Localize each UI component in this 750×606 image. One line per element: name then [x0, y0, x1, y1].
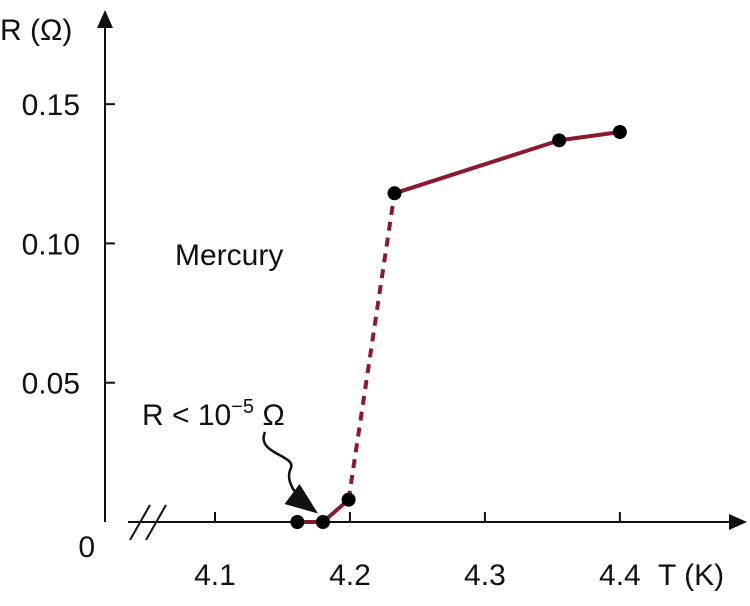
x-tick-label: 4.3 [464, 559, 506, 592]
line-segment [393, 138, 560, 196]
data-point [552, 133, 567, 148]
annotation: R < 10−5 Ω [142, 396, 285, 432]
data-point [387, 186, 402, 201]
y-tick-label: 0.15 [22, 89, 80, 122]
x-tick-label: 4.1 [194, 559, 236, 592]
y-tick-label: 0.05 [22, 368, 80, 401]
y-axis-label: R (Ω) [0, 14, 72, 47]
axis-break [145, 504, 167, 541]
data-point [612, 125, 627, 139]
line-segment [558, 130, 621, 143]
annotation-arrow [262, 431, 318, 514]
y-tick-label: 0 [78, 531, 95, 564]
data-point [315, 515, 330, 529]
data-point [290, 515, 305, 529]
x-tick-label: 4.4 [599, 559, 641, 592]
y-tick-label: 0.10 [22, 228, 80, 261]
annotation-superscript: −5 [231, 396, 254, 418]
annotation-title: Mercury [175, 239, 283, 272]
x-axis-label: T (K) [658, 559, 724, 592]
data-point [341, 492, 356, 507]
line-segment [346, 192, 397, 501]
axis-break [129, 504, 151, 541]
annotation-suffix: Ω [254, 399, 285, 432]
annotation-text: R < 10 [142, 399, 231, 432]
x-tick-label: 4.2 [329, 559, 371, 592]
